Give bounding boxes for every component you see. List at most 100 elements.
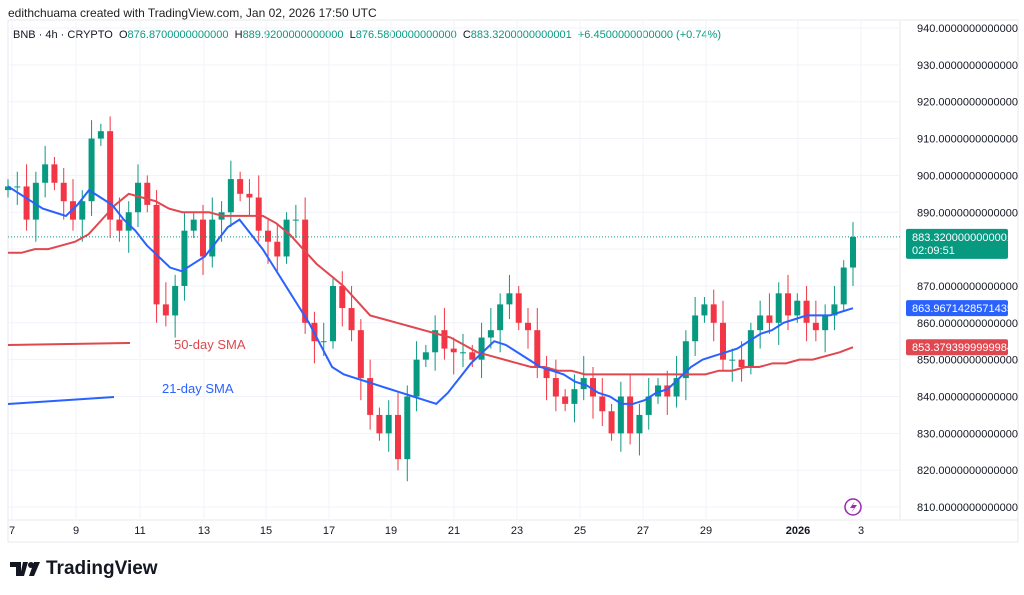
tradingview-logo[interactable]: TradingView bbox=[10, 558, 158, 580]
candle-up bbox=[135, 182, 141, 213]
candle-up bbox=[478, 337, 485, 360]
candle-up bbox=[404, 396, 411, 460]
price-tick-label: 930.0000000000000 bbox=[917, 60, 1018, 72]
candle-up bbox=[125, 212, 132, 231]
candle-up bbox=[190, 219, 197, 231]
sma50-line bbox=[8, 192, 854, 376]
candle-down bbox=[525, 322, 531, 331]
open-label: O bbox=[118, 29, 128, 41]
last-price-badge-text: 883.3200000000001 bbox=[912, 232, 1013, 244]
candle-up bbox=[497, 304, 504, 331]
time-tick-label: 21 bbox=[448, 525, 460, 537]
candle-up bbox=[460, 352, 466, 354]
candle-up bbox=[775, 293, 782, 323]
close-label: C bbox=[462, 29, 471, 41]
sma50-price-badge-text: 853.3793999999984 bbox=[912, 342, 1013, 354]
sma21-price-badge-text: 863.9671428571435 bbox=[912, 303, 1013, 315]
time-tick-label: 15 bbox=[260, 525, 272, 537]
candle-up bbox=[32, 182, 39, 220]
time-tick-label: 7 bbox=[9, 525, 15, 537]
low-label: L bbox=[349, 29, 356, 41]
price-tick-label: 810.0000000000000 bbox=[917, 502, 1018, 514]
time-tick-label: 11 bbox=[134, 525, 145, 537]
candle-down bbox=[710, 304, 717, 323]
candle-up bbox=[701, 304, 708, 316]
candle-down bbox=[534, 330, 541, 368]
candle-down bbox=[200, 219, 206, 257]
candle-down bbox=[23, 186, 30, 220]
candle-down bbox=[664, 385, 671, 397]
candle-up bbox=[172, 285, 179, 316]
ohlc-legend: BNB · 4h · CRYPTO O876.8700000000000 H88… bbox=[13, 29, 721, 41]
candle-down bbox=[590, 378, 596, 397]
time-tick-label: 27 bbox=[637, 525, 649, 537]
chart-frame bbox=[7, 19, 1019, 543]
candle-down bbox=[367, 378, 374, 415]
candle-down bbox=[265, 230, 271, 242]
candle-down bbox=[450, 348, 457, 353]
candle-up bbox=[692, 315, 699, 342]
candle-up bbox=[292, 219, 299, 221]
candle-up bbox=[330, 285, 336, 342]
candle-up bbox=[385, 414, 392, 434]
candle-down bbox=[357, 330, 364, 379]
candle-down bbox=[812, 322, 819, 331]
candle-up bbox=[506, 293, 513, 305]
symbol-info[interactable]: BNB · 4h · CRYPTO bbox=[13, 29, 113, 41]
candle-up bbox=[636, 414, 643, 434]
candle-up bbox=[209, 219, 216, 257]
sma21-label: 21-day SMA bbox=[162, 381, 234, 396]
candle-up bbox=[5, 186, 11, 191]
candle-up bbox=[88, 138, 95, 202]
lightning-icon[interactable] bbox=[844, 498, 862, 516]
candle-up bbox=[617, 396, 624, 434]
candle-up bbox=[645, 396, 652, 415]
price-chart[interactable]: 940.0000000000000 930.0000000000000 920.00… bbox=[0, 0, 1024, 545]
sma21-legend-line bbox=[7, 396, 115, 405]
chart-credit: edithchuama created with TradingView.com… bbox=[8, 6, 377, 20]
candle-down bbox=[543, 367, 550, 379]
price-tick-label: 850.0000000000000 bbox=[917, 355, 1018, 367]
brand-name: TradingView bbox=[46, 558, 158, 579]
countdown-text: 02:09:51 bbox=[912, 245, 955, 257]
candle-down bbox=[720, 322, 726, 360]
candle-down bbox=[376, 414, 383, 434]
price-tick-label: 840.0000000000000 bbox=[917, 392, 1018, 404]
candle-down bbox=[116, 219, 123, 231]
candle-down bbox=[785, 293, 791, 316]
sma21-legend: 21-day SMA bbox=[7, 381, 234, 405]
candle-down bbox=[395, 414, 401, 460]
price-tick-label: 890.0000000000000 bbox=[917, 207, 1018, 219]
candle-up bbox=[227, 179, 234, 213]
time-axis[interactable]: 7 9 11 13 15 17 19 21 23 25 27 29 2026 3 bbox=[9, 525, 864, 537]
candle-up bbox=[831, 304, 838, 316]
candle-up bbox=[181, 230, 188, 286]
candle-up bbox=[487, 330, 494, 338]
price-axis[interactable]: 940.0000000000000 930.0000000000000 920.00… bbox=[906, 23, 1018, 514]
price-tick-label: 860.0000000000000 bbox=[917, 318, 1018, 330]
candle-up bbox=[571, 389, 578, 404]
sma21-line bbox=[7, 185, 854, 406]
time-tick-label: 25 bbox=[574, 525, 586, 537]
candle-up bbox=[320, 341, 327, 343]
candle-up bbox=[673, 378, 680, 397]
sma21-price-badge bbox=[906, 300, 1008, 317]
candle-down bbox=[274, 241, 281, 257]
candle-down bbox=[51, 164, 58, 183]
price-tick-label: 940.0000000000000 bbox=[917, 23, 1018, 35]
candle-up bbox=[42, 164, 49, 183]
open-value: 876.8700000000000 bbox=[127, 29, 229, 41]
candle-up bbox=[432, 330, 439, 353]
candle-up bbox=[655, 385, 661, 397]
candle-up bbox=[682, 341, 689, 379]
candle-down bbox=[441, 330, 448, 349]
candle-down bbox=[339, 285, 346, 309]
candle-up bbox=[822, 315, 829, 331]
sma50-label: 50-day SMA bbox=[174, 337, 246, 352]
candle-down bbox=[803, 300, 810, 323]
sma50-legend-line bbox=[7, 342, 131, 346]
price-tick-label: 820.0000000000000 bbox=[917, 465, 1018, 477]
candle-down bbox=[599, 396, 606, 412]
candle-down bbox=[738, 359, 745, 368]
candle-down bbox=[552, 378, 559, 397]
